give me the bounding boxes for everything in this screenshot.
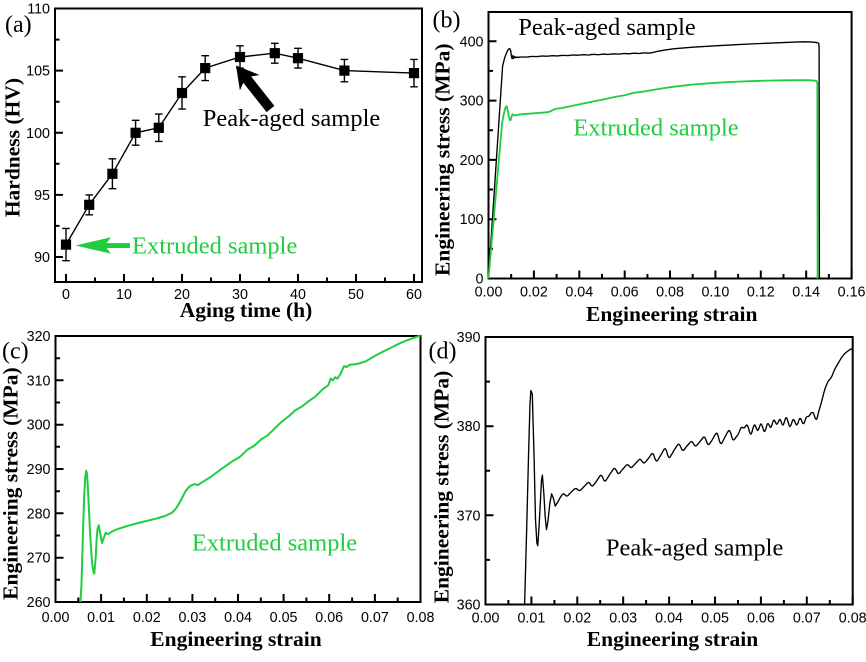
svg-text:Peak-aged sample: Peak-aged sample: [518, 14, 696, 41]
svg-text:200: 200: [460, 153, 484, 169]
svg-text:Extruded sample: Extruded sample: [132, 233, 297, 260]
svg-text:0.07: 0.07: [361, 610, 389, 626]
svg-text:0.12: 0.12: [747, 285, 775, 301]
svg-text:Hardness (HV): Hardness (HV): [1, 78, 25, 217]
svg-text:20: 20: [174, 287, 190, 303]
svg-text:0.04: 0.04: [565, 285, 593, 301]
svg-text:390: 390: [457, 330, 481, 346]
svg-text:Engineering stress (MPa): Engineering stress (MPa): [431, 43, 455, 276]
svg-text:Engineering stress (MPa): Engineering stress (MPa): [430, 371, 454, 604]
svg-text:Engineering stress (MPa): Engineering stress (MPa): [0, 367, 23, 599]
svg-text:310: 310: [27, 373, 51, 389]
svg-text:0: 0: [476, 272, 484, 288]
svg-text:0.08: 0.08: [656, 285, 684, 301]
svg-text:0.14: 0.14: [792, 285, 820, 301]
svg-text:100: 100: [26, 126, 50, 142]
svg-text:(d): (d): [429, 339, 457, 365]
svg-text:30: 30: [232, 287, 248, 303]
svg-text:0.04: 0.04: [655, 611, 683, 627]
svg-text:400: 400: [460, 34, 484, 50]
svg-text:260: 260: [27, 595, 51, 611]
svg-text:0.04: 0.04: [224, 610, 252, 626]
svg-text:0.02: 0.02: [520, 285, 548, 301]
svg-text:0.00: 0.00: [42, 610, 70, 626]
svg-text:280: 280: [27, 506, 51, 522]
svg-text:0.07: 0.07: [793, 611, 821, 627]
svg-text:Extruded sample: Extruded sample: [192, 530, 357, 557]
svg-text:110: 110: [27, 2, 50, 18]
svg-text:380: 380: [457, 419, 481, 435]
svg-text:360: 360: [457, 598, 481, 614]
svg-text:0.05: 0.05: [701, 611, 729, 627]
svg-text:0.01: 0.01: [87, 610, 115, 626]
svg-text:0.01: 0.01: [517, 611, 545, 627]
svg-text:0.08: 0.08: [407, 610, 435, 626]
svg-text:0.10: 0.10: [701, 285, 729, 301]
svg-text:Extruded sample: Extruded sample: [573, 115, 738, 142]
svg-text:10: 10: [116, 287, 132, 303]
svg-text:0.03: 0.03: [609, 611, 637, 627]
svg-text:0.06: 0.06: [747, 611, 775, 627]
svg-text:370: 370: [457, 508, 481, 524]
svg-text:(b): (b): [433, 8, 461, 34]
svg-text:Peak-aged sample: Peak-aged sample: [203, 105, 381, 132]
svg-text:Engineering strain: Engineering strain: [150, 627, 321, 651]
svg-text:(a): (a): [5, 12, 32, 38]
svg-text:0.03: 0.03: [178, 610, 206, 626]
svg-text:0.06: 0.06: [315, 610, 343, 626]
svg-text:95: 95: [34, 188, 50, 204]
svg-text:105: 105: [26, 64, 50, 80]
svg-text:Aging time (h): Aging time (h): [180, 298, 313, 322]
svg-text:100: 100: [460, 212, 484, 228]
svg-text:0.00: 0.00: [472, 611, 500, 627]
svg-text:Peak-aged sample: Peak-aged sample: [606, 535, 784, 562]
svg-text:0.06: 0.06: [611, 285, 639, 301]
svg-text:Engineering strain: Engineering strain: [586, 302, 757, 326]
svg-text:0.08: 0.08: [839, 611, 866, 627]
svg-text:Engineering strain: Engineering strain: [587, 627, 758, 651]
svg-text:60: 60: [406, 287, 422, 303]
svg-text:300: 300: [460, 94, 484, 110]
svg-text:0: 0: [62, 287, 70, 303]
svg-text:290: 290: [27, 462, 51, 478]
svg-text:40: 40: [290, 287, 306, 303]
svg-text:0.02: 0.02: [133, 610, 161, 626]
svg-text:90: 90: [34, 250, 50, 266]
svg-text:270: 270: [27, 551, 51, 567]
svg-text:(c): (c): [2, 339, 29, 365]
svg-text:300: 300: [27, 418, 51, 434]
svg-text:0.05: 0.05: [270, 610, 298, 626]
svg-text:0.00: 0.00: [475, 285, 503, 301]
svg-text:0.02: 0.02: [563, 611, 591, 627]
svg-text:320: 320: [27, 329, 51, 345]
svg-text:0.16: 0.16: [838, 285, 866, 301]
svg-text:50: 50: [348, 287, 364, 303]
